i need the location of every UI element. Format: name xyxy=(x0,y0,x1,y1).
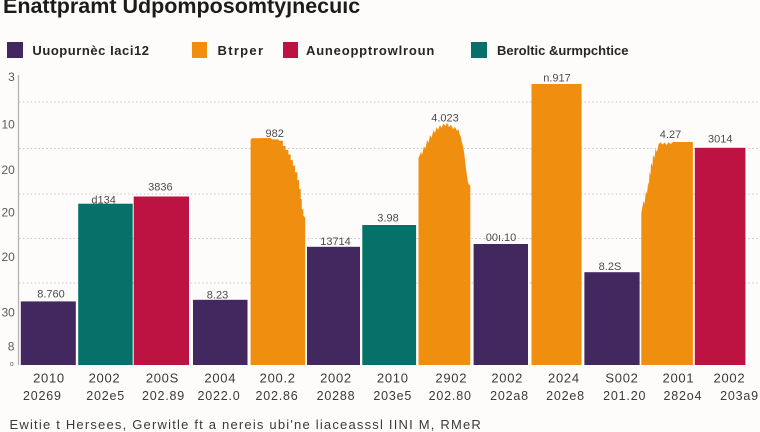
svg-text:8: 8 xyxy=(8,340,15,354)
svg-text:2022.0: 2022.0 xyxy=(197,389,240,403)
svg-text:202a8: 202a8 xyxy=(490,389,529,403)
svg-text:20: 20 xyxy=(1,163,15,177)
svg-text:202.86: 202.86 xyxy=(255,389,298,403)
svg-text:20288: 20288 xyxy=(317,389,356,403)
svg-text:3: 3 xyxy=(8,70,15,84)
svg-text:2004: 2004 xyxy=(204,370,236,385)
svg-text:n.917: n.917 xyxy=(543,73,571,85)
svg-text:8.23: 8.23 xyxy=(207,290,228,302)
svg-text:202.89: 202.89 xyxy=(142,389,185,403)
svg-text:10: 10 xyxy=(1,117,15,131)
svg-text:2902: 2902 xyxy=(435,370,467,385)
svg-text:20: 20 xyxy=(1,250,15,264)
svg-text:13714: 13714 xyxy=(320,236,351,248)
svg-text:200S: 200S xyxy=(146,370,179,385)
svg-text:200.2: 200.2 xyxy=(260,370,296,385)
svg-text:202e8: 202e8 xyxy=(546,389,585,403)
svg-text:2002: 2002 xyxy=(89,370,121,385)
svg-text:3836: 3836 xyxy=(148,182,172,194)
svg-text:202.80: 202.80 xyxy=(429,389,472,403)
svg-text:2001: 2001 xyxy=(663,370,695,385)
svg-text:3014: 3014 xyxy=(708,134,732,146)
svg-text:o: o xyxy=(10,361,14,368)
svg-text:2002: 2002 xyxy=(320,370,352,385)
svg-text:8.2S: 8.2S xyxy=(599,261,622,273)
svg-text:4.023: 4.023 xyxy=(431,113,459,125)
svg-text:S002: S002 xyxy=(605,370,638,385)
svg-text:8.760: 8.760 xyxy=(37,289,65,301)
svg-text:2010: 2010 xyxy=(33,370,65,385)
svg-text:203a9: 203a9 xyxy=(720,389,759,403)
svg-text:d134: d134 xyxy=(91,195,115,207)
svg-text:20: 20 xyxy=(1,205,15,219)
svg-text:203e5: 203e5 xyxy=(373,389,412,403)
svg-text:2002: 2002 xyxy=(491,370,523,385)
svg-text:201.20: 201.20 xyxy=(603,389,646,403)
svg-text:202e5: 202e5 xyxy=(86,389,125,403)
svg-text:282o4: 282o4 xyxy=(664,389,703,403)
svg-text:982: 982 xyxy=(266,128,284,140)
svg-text:2010: 2010 xyxy=(377,370,409,385)
svg-text:2024: 2024 xyxy=(548,370,580,385)
svg-text:20269: 20269 xyxy=(23,389,62,403)
svg-text:30: 30 xyxy=(1,305,15,319)
svg-text:4.27: 4.27 xyxy=(660,129,681,141)
svg-text:00ı.10: 00ı.10 xyxy=(486,232,517,244)
svg-text:2002: 2002 xyxy=(714,370,746,385)
svg-text:3.98: 3.98 xyxy=(377,213,398,225)
